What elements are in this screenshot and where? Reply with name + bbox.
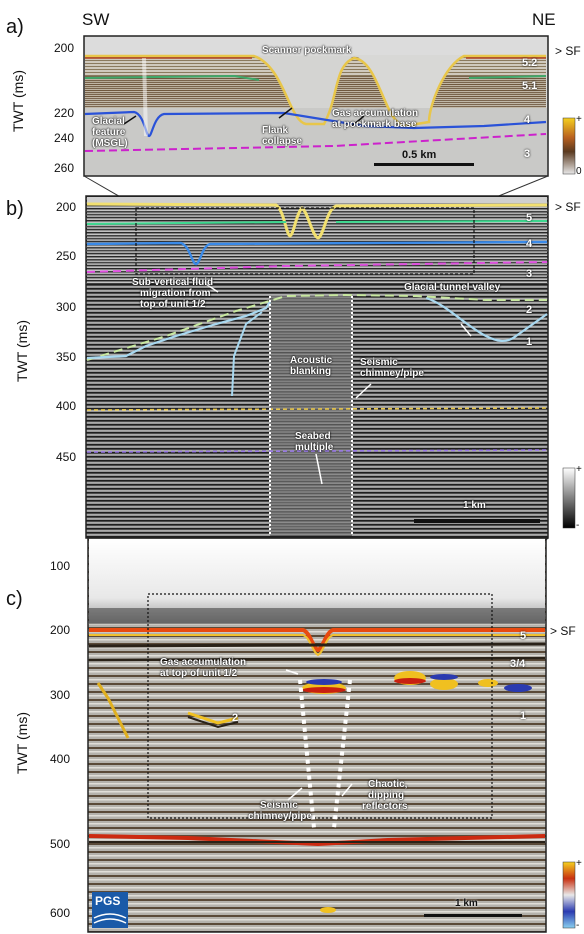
panel-c-tick: 300	[49, 688, 70, 702]
panel-b-label-subvert3: top of unit 1/2	[140, 299, 206, 310]
panel-b-colorbar-bottom: -	[576, 520, 580, 531]
panel-b-tick: 250	[55, 249, 76, 263]
panel-a-tick: 240	[53, 131, 74, 145]
panel-c-letter: c)	[6, 588, 23, 610]
panel-b-tick: 350	[55, 350, 76, 364]
panel-a-letter: a)	[6, 16, 24, 38]
panel-c-seismic-section	[87, 537, 547, 933]
panel-c-label-gas1: Gas accumulation	[160, 657, 247, 668]
panel-a-label-gas2: at pockmark base	[332, 119, 417, 130]
panel-a-unit: 3	[524, 148, 531, 160]
direction-sw: SW	[82, 10, 110, 29]
panel-a-label-feature: feature	[92, 127, 126, 138]
panel-b-ylabel: TWT (ms)	[14, 320, 30, 382]
panel-b-label-subvert2: migration from	[140, 288, 211, 299]
panel-b-label-mult2: multiple	[295, 442, 334, 453]
panel-a-unit: 4	[524, 114, 531, 126]
panel-c-colorbar	[562, 861, 576, 929]
panel-b-tick: 200	[55, 200, 76, 214]
panel-c-unit: 1	[520, 710, 527, 722]
panel-b-label-chim1: Seismic	[360, 357, 398, 368]
panel-c-tick: 200	[49, 623, 70, 637]
panel-b-unit: 4	[526, 238, 533, 250]
panel-b-label-subvert1: Sub-vertical fluid	[132, 277, 214, 288]
panel-b-colorbar	[562, 467, 576, 529]
panel-a-label-scanner: Scanner pockmark	[262, 45, 352, 56]
panel-b-tick: 450	[55, 450, 76, 464]
pgs-logo-text: PGS	[95, 894, 121, 908]
panel-b-label-chim2: chimney/pipe	[360, 368, 424, 379]
panel-c-colorbar-top: +	[576, 858, 582, 869]
panel-c-label-chim2: chimney/pipe	[248, 811, 312, 822]
panel-c-scale-label: 1 km	[455, 898, 478, 909]
panel-a-label-glacial: Glacial	[92, 116, 125, 127]
panel-c-unit: 3/4	[510, 658, 526, 670]
panel-b-colorbar-top: +	[576, 464, 582, 475]
panel-b-letter: b)	[6, 198, 24, 220]
panel-b-label-blank2: blanking	[290, 366, 332, 377]
panel-b-label-mult1: Seabed	[295, 431, 331, 442]
panel-a-unit: 5.1	[522, 80, 538, 92]
panel-c-tick: 500	[49, 837, 70, 851]
panel-c-colorbar-bottom: -	[576, 920, 580, 931]
panel-c-tick: 600	[49, 906, 70, 920]
panel-b-scale-label: 1 km	[463, 500, 486, 511]
panel-a-tick: 200	[53, 41, 74, 55]
panel-b-unit: 5	[526, 212, 533, 224]
panel-a-colorbar	[562, 117, 576, 175]
panel-b-unit: 3	[526, 268, 533, 280]
panel-a-label-flank1: Flank	[262, 125, 289, 136]
panel-c-tick: 100	[49, 559, 70, 573]
panel-c-unit2-label: 2	[232, 712, 239, 724]
panel-a-tick: 260	[53, 161, 74, 175]
panel-a-label-gas1: Gas accumulation	[332, 108, 419, 119]
panel-a-colorbar-bottom: 0	[576, 166, 582, 177]
panel-b-unit: 1	[526, 336, 533, 348]
panel-b-sf-label: > SF	[555, 200, 581, 214]
gas-brightspots	[96, 671, 532, 913]
panel-c-label-chaos3: reflectors	[362, 801, 408, 812]
panel-c-label-gas2: at top of unit 1/2	[160, 668, 238, 679]
direction-ne: NE	[532, 10, 556, 29]
panel-c-tick: 400	[49, 752, 70, 766]
panel-c-label-chaos1: Chaotic,	[368, 779, 408, 790]
panel-b-tick: 400	[55, 399, 76, 413]
panel-c-sf-label: > SF	[550, 624, 576, 638]
panel-b-label-blank1: Acoustic	[290, 355, 333, 366]
panel-c-ylabel: TWT (ms)	[14, 712, 30, 774]
panel-c-label-chaos2: dipping	[368, 790, 405, 801]
panel-a-label-flank2: collapse	[262, 136, 303, 147]
panel-a-seismic-section	[83, 35, 549, 177]
panel-c-unit: 5	[520, 630, 527, 642]
panel-a-colorbar-top: +	[576, 114, 582, 125]
panel-a-unit: 5.2	[522, 57, 538, 69]
panel-b-unit: 2	[526, 304, 533, 316]
panel-b-tick: 300	[55, 300, 76, 314]
pgs-logo-icon	[92, 892, 128, 928]
panel-b-seismic-section	[85, 195, 549, 539]
panel-a-scale-label: 0.5 km	[402, 149, 437, 161]
panel-a-tick: 220	[53, 106, 74, 120]
panel-a-label-msgl: (MSGL)	[92, 138, 128, 149]
panel-c-label-chim1: Seismic	[260, 800, 298, 811]
panel-b-label-tunnel: Glacial tunnel valley	[404, 282, 501, 293]
panel-a-sf-label: > SF	[555, 44, 581, 58]
